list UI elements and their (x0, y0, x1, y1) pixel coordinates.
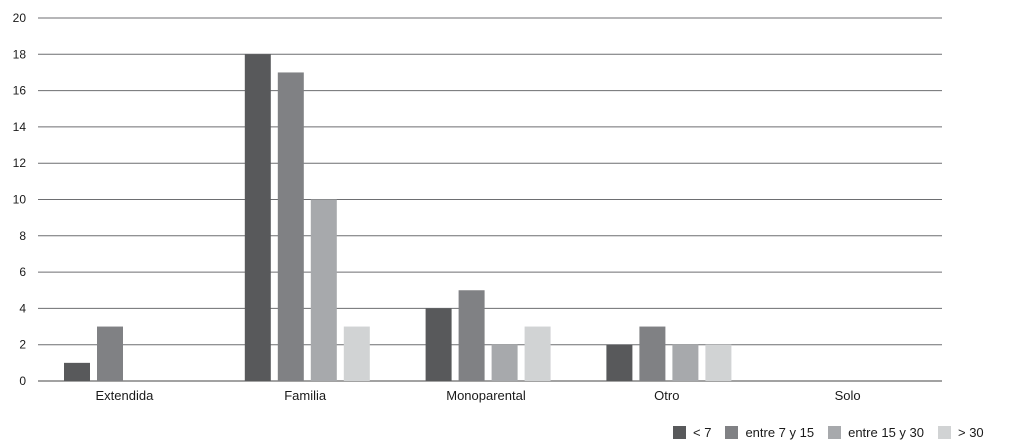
bar-monoparental-series-1 (425, 308, 452, 381)
legend-label: entre 15 y 30 (848, 425, 924, 440)
y-axis: 0 2 4 6 8 10 12 14 16 18 20 (13, 11, 27, 388)
y-tick-label: 0 (19, 374, 26, 388)
bar-familia-series-2 (277, 72, 304, 381)
bars (64, 54, 732, 382)
y-tick-label: 2 (19, 338, 26, 352)
y-tick-label: 18 (13, 47, 27, 61)
legend-swatch (725, 426, 739, 439)
legend-item: > 30 (937, 425, 984, 440)
bar-familia-series-1 (244, 54, 271, 382)
bar-otro-series-4 (705, 344, 732, 381)
legend-swatch (673, 426, 686, 439)
bar-chart: 0 2 4 6 8 10 12 14 16 18 20 Extendida Familia Monopa… (13, 11, 942, 403)
y-tick-label: 12 (13, 156, 27, 170)
bar-monoparental-series-2 (458, 290, 485, 381)
y-tick-label: 20 (13, 11, 27, 25)
y-tick-label: 8 (19, 229, 26, 243)
y-tick-label: 6 (19, 265, 26, 279)
legend-label: < 7 (693, 425, 712, 440)
y-tick-label: 4 (19, 301, 26, 315)
bar-otro-series-1 (606, 344, 633, 381)
bar-extendida-series-2 (97, 326, 123, 381)
bar-familia-series-4 (343, 326, 370, 381)
x-tick-label: Monoparental (446, 388, 526, 403)
legend-item: < 7 (673, 425, 711, 440)
x-tick-label: Otro (654, 388, 679, 403)
y-tick-label: 16 (13, 84, 27, 98)
x-tick-label: Solo (835, 388, 861, 403)
x-axis: Extendida Familia Monoparental Otro Solo (95, 388, 860, 403)
gridlines (38, 17, 942, 382)
x-tick-label: Extendida (95, 388, 154, 403)
bar-otro-series-3 (672, 344, 699, 381)
x-tick-label: Familia (284, 388, 327, 403)
y-tick-label: 10 (13, 193, 27, 207)
legend-swatch (937, 426, 951, 439)
bar-otro-series-2 (639, 326, 666, 381)
legend-item: entre 15 y 30 (828, 425, 924, 440)
bar-monoparental-series-4 (524, 326, 551, 381)
legend-item: entre 7 y 15 (725, 425, 814, 440)
bar-monoparental-series-3 (491, 344, 518, 381)
bar-extendida-series-1 (64, 362, 90, 381)
legend-label: entre 7 y 15 (745, 425, 815, 440)
legend: < 7 entre 7 y 15 entre 15 y 30 > 30 (673, 425, 984, 440)
legend-swatch (828, 426, 842, 439)
legend-label: > 30 (957, 425, 984, 440)
y-tick-label: 14 (13, 120, 27, 134)
bar-familia-series-3 (310, 199, 337, 381)
